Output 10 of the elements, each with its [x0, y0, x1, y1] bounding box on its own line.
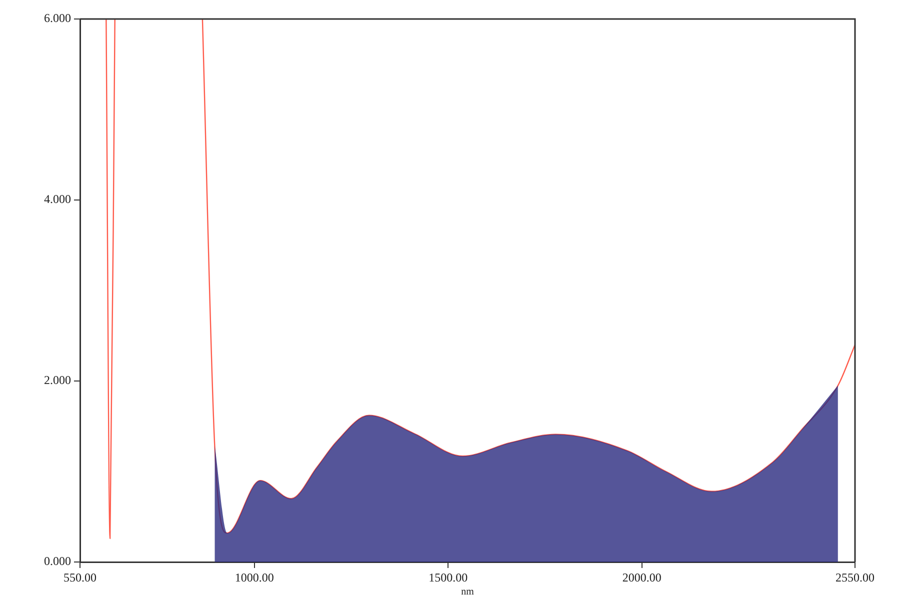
x-tick-label: 2000.00 — [622, 570, 662, 584]
x-tick-label: 1000.00 — [234, 570, 274, 584]
x-tick-label: 2550.00 — [836, 570, 874, 584]
y-tick-label: 2.000 — [44, 373, 71, 388]
y-tick-label: 0.000 — [44, 554, 71, 568]
x-axis-title: nm — [461, 586, 474, 598]
y-tick-label: 6.000 — [44, 11, 71, 26]
x-tick-label: 550.00 — [64, 570, 96, 584]
y-tick-label: 4.000 — [44, 192, 71, 206]
x-tick-label: 1500.00 — [428, 570, 468, 584]
